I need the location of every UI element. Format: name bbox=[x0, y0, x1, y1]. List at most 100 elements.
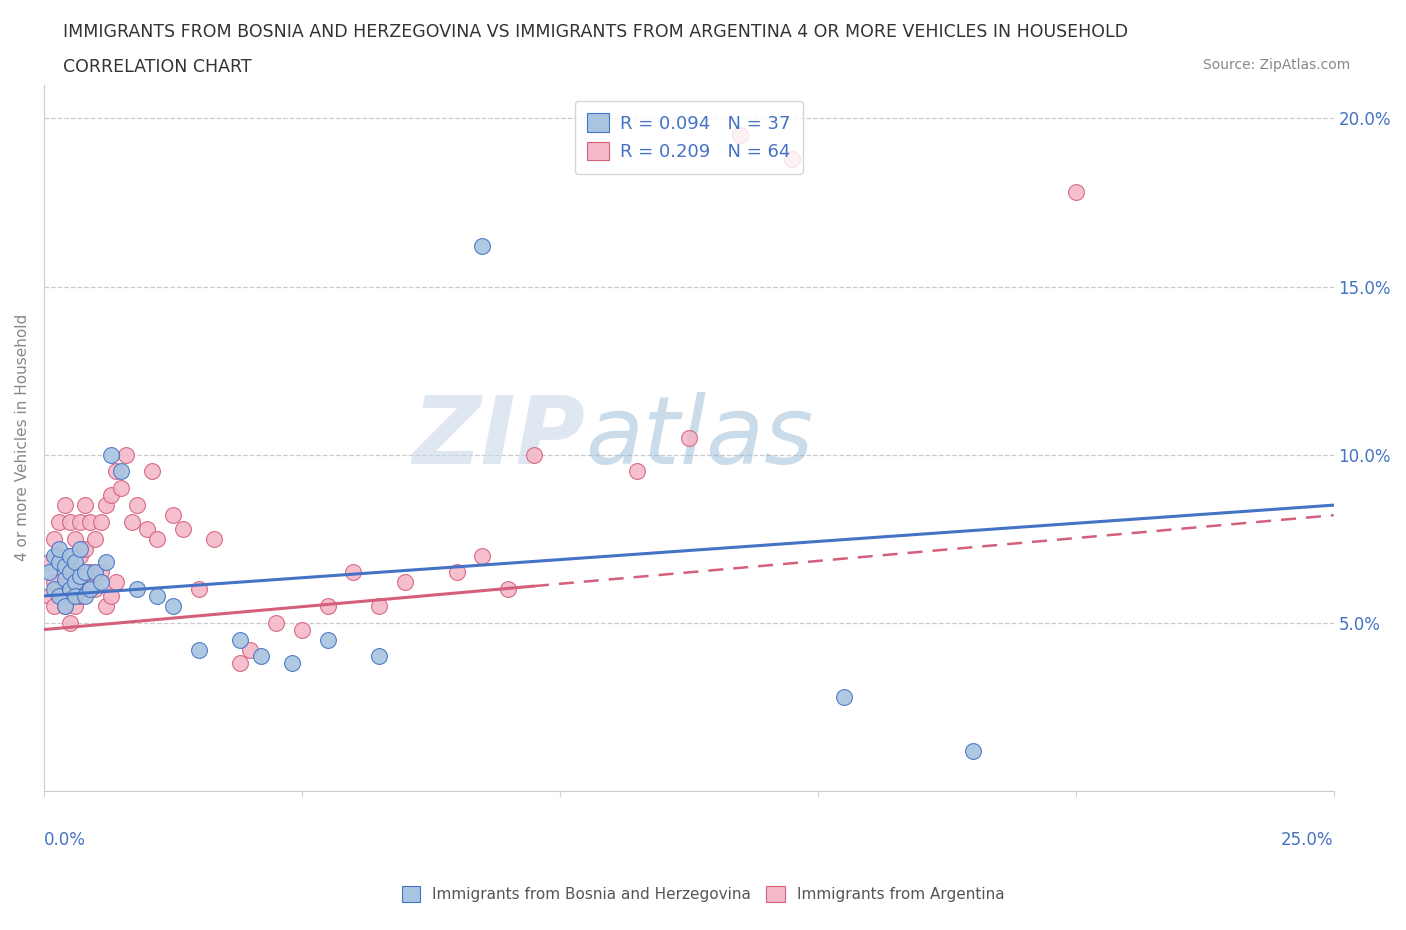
Text: CORRELATION CHART: CORRELATION CHART bbox=[63, 58, 252, 75]
Text: 25.0%: 25.0% bbox=[1281, 831, 1334, 849]
Point bbox=[342, 565, 364, 579]
Point bbox=[100, 589, 122, 604]
Point bbox=[63, 565, 86, 579]
Point bbox=[63, 531, 86, 546]
Point bbox=[69, 548, 91, 563]
Point bbox=[38, 565, 60, 579]
Point bbox=[44, 582, 66, 597]
Text: atlas: atlas bbox=[585, 392, 814, 484]
Point bbox=[780, 152, 803, 166]
Point bbox=[94, 599, 117, 614]
Point bbox=[368, 599, 391, 614]
Text: IMMIGRANTS FROM BOSNIA AND HERZEGOVINA VS IMMIGRANTS FROM ARGENTINA 4 OR MORE VE: IMMIGRANTS FROM BOSNIA AND HERZEGOVINA V… bbox=[63, 23, 1128, 41]
Point bbox=[48, 582, 70, 597]
Point bbox=[121, 514, 143, 529]
Legend: R = 0.094   N = 37, R = 0.209   N = 64: R = 0.094 N = 37, R = 0.209 N = 64 bbox=[575, 100, 803, 174]
Point bbox=[187, 643, 209, 658]
Point bbox=[105, 575, 128, 590]
Point bbox=[229, 656, 252, 671]
Point bbox=[79, 565, 101, 579]
Point bbox=[48, 589, 70, 604]
Point bbox=[53, 599, 76, 614]
Point bbox=[962, 743, 984, 758]
Point bbox=[69, 541, 91, 556]
Point bbox=[249, 649, 271, 664]
Point bbox=[125, 582, 148, 597]
Text: Source: ZipAtlas.com: Source: ZipAtlas.com bbox=[1202, 58, 1350, 72]
Point bbox=[53, 599, 76, 614]
Point bbox=[94, 498, 117, 512]
Point bbox=[678, 431, 700, 445]
Point bbox=[172, 521, 194, 536]
Point bbox=[280, 656, 302, 671]
Point bbox=[69, 568, 91, 583]
Point bbox=[63, 555, 86, 570]
Point bbox=[48, 555, 70, 570]
Point bbox=[84, 582, 107, 597]
Point bbox=[368, 649, 391, 664]
Point bbox=[141, 464, 163, 479]
Point bbox=[38, 555, 60, 570]
Point bbox=[53, 498, 76, 512]
Point bbox=[94, 555, 117, 570]
Point bbox=[44, 599, 66, 614]
Point bbox=[471, 239, 494, 254]
Point bbox=[90, 565, 112, 579]
Point bbox=[100, 487, 122, 502]
Point bbox=[110, 464, 132, 479]
Point bbox=[146, 531, 169, 546]
Point bbox=[229, 632, 252, 647]
Legend: Immigrants from Bosnia and Herzegovina, Immigrants from Argentina: Immigrants from Bosnia and Herzegovina, … bbox=[395, 880, 1011, 909]
Point bbox=[90, 514, 112, 529]
Point bbox=[59, 514, 82, 529]
Point bbox=[75, 582, 97, 597]
Point bbox=[75, 589, 97, 604]
Point bbox=[162, 508, 184, 523]
Point bbox=[316, 599, 339, 614]
Point bbox=[75, 565, 97, 579]
Point bbox=[146, 589, 169, 604]
Y-axis label: 4 or more Vehicles in Household: 4 or more Vehicles in Household bbox=[15, 314, 30, 562]
Point bbox=[187, 582, 209, 597]
Point bbox=[832, 689, 855, 704]
Point bbox=[626, 464, 648, 479]
Point bbox=[1064, 185, 1087, 200]
Point bbox=[44, 548, 66, 563]
Point bbox=[162, 599, 184, 614]
Point bbox=[110, 481, 132, 496]
Point bbox=[44, 575, 66, 590]
Point bbox=[63, 589, 86, 604]
Point bbox=[69, 589, 91, 604]
Point bbox=[90, 575, 112, 590]
Point bbox=[48, 548, 70, 563]
Point bbox=[48, 541, 70, 556]
Point bbox=[394, 575, 416, 590]
Point bbox=[125, 498, 148, 512]
Point bbox=[79, 514, 101, 529]
Point bbox=[79, 582, 101, 597]
Point bbox=[75, 541, 97, 556]
Point bbox=[63, 599, 86, 614]
Point bbox=[84, 565, 107, 579]
Point bbox=[38, 589, 60, 604]
Point bbox=[44, 531, 66, 546]
Point bbox=[59, 582, 82, 597]
Point bbox=[59, 548, 82, 563]
Point bbox=[291, 622, 314, 637]
Point bbox=[53, 572, 76, 587]
Point bbox=[136, 521, 159, 536]
Point bbox=[239, 643, 262, 658]
Point bbox=[202, 531, 225, 546]
Point bbox=[100, 447, 122, 462]
Point bbox=[48, 514, 70, 529]
Point bbox=[75, 498, 97, 512]
Point bbox=[59, 548, 82, 563]
Point bbox=[115, 447, 138, 462]
Text: 0.0%: 0.0% bbox=[44, 831, 86, 849]
Point bbox=[53, 558, 76, 573]
Point bbox=[471, 548, 494, 563]
Point bbox=[63, 575, 86, 590]
Point bbox=[59, 616, 82, 631]
Point bbox=[69, 514, 91, 529]
Point bbox=[316, 632, 339, 647]
